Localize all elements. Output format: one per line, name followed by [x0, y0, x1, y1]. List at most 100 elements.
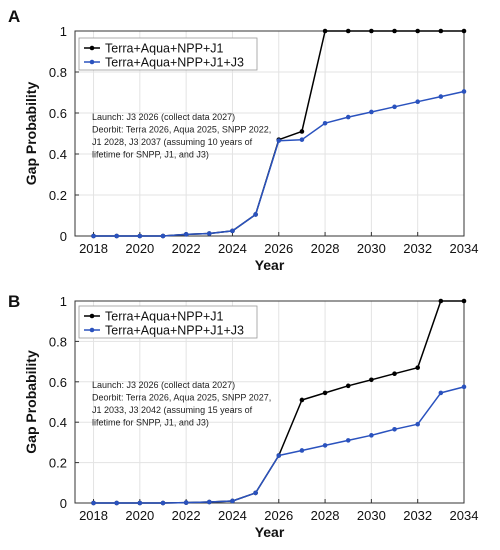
x-tick-label: 2026	[264, 241, 293, 256]
data-point	[322, 443, 328, 448]
data-point	[322, 390, 328, 396]
x-tick-label: 2028	[311, 508, 340, 523]
data-point	[322, 120, 328, 126]
x-tick-label: 2034	[450, 241, 479, 256]
data-point	[299, 397, 305, 403]
data-point	[369, 28, 374, 34]
y-tick-label: 0.8	[49, 65, 67, 80]
data-point	[369, 433, 374, 438]
series-2	[91, 384, 467, 506]
legend-entry: Terra+Aqua+NPP+J1	[105, 310, 224, 324]
annotation-line: J1 2028, J3 2037 (assuming 10 years of	[92, 137, 253, 147]
data-point	[345, 28, 351, 34]
data-point	[114, 233, 119, 239]
legend-marker	[89, 313, 95, 319]
y-tick-label: 0.2	[49, 188, 67, 203]
data-point	[137, 500, 143, 506]
data-point	[345, 438, 351, 443]
legend-box	[78, 305, 258, 339]
data-point	[392, 28, 397, 34]
x-tick-label: 2018	[79, 508, 108, 523]
data-point	[392, 426, 397, 432]
data-point	[230, 498, 235, 504]
chart-panel-a: A 2018 2020 2022 2024 2026 2028 2030 2032 2034 0 0.…	[8, 7, 478, 273]
x-tick-label: 2030	[357, 508, 386, 523]
x-tick-label: 2024	[218, 241, 247, 256]
y-tick-label: 0.6	[49, 375, 67, 390]
legend-marker	[89, 45, 95, 51]
panel-label: A	[8, 7, 20, 26]
data-point	[91, 233, 96, 239]
data-point	[392, 104, 397, 110]
data-point	[438, 298, 444, 304]
data-point	[253, 212, 258, 217]
data-point	[369, 377, 374, 383]
y-tick-label: 0	[60, 229, 67, 244]
data-point	[438, 390, 444, 396]
axes-frame	[74, 300, 465, 504]
series-2	[91, 89, 467, 239]
annotation-line: lifetime for SNPP, J1, and J3)	[92, 150, 209, 160]
y-axis-label: Gap Probability	[23, 350, 39, 454]
data-point	[461, 89, 467, 94]
annotation-line: Deorbit: Terra 2026, Aqua 2025, SNPP 202…	[92, 393, 271, 403]
y-axis-label: Gap Probability	[23, 82, 39, 186]
y-tick-label: 1	[60, 24, 67, 39]
y-tick-label: 0.8	[49, 334, 67, 349]
x-axis-label: Year	[255, 524, 285, 540]
data-point	[276, 138, 282, 143]
legend-entry: Terra+Aqua+NPP+J1+J3	[105, 324, 244, 338]
data-point	[276, 453, 282, 458]
annotation-line: Deorbit: Terra 2026, Aqua 2025, SNPP 202…	[92, 125, 271, 135]
x-tick-label: 2028	[311, 241, 340, 256]
data-point	[137, 233, 143, 239]
data-point	[206, 231, 212, 236]
legend-box	[78, 37, 258, 71]
legend-marker	[89, 59, 95, 65]
x-tick-label: 2018	[79, 241, 108, 256]
data-point	[91, 500, 96, 506]
data-point	[160, 500, 166, 506]
panel-label: B	[8, 292, 20, 311]
y-tick-label: 0.6	[49, 106, 67, 121]
x-tick-label: 2026	[264, 508, 293, 523]
y-tick-label: 0	[60, 496, 67, 511]
legend-marker	[89, 327, 95, 333]
data-point	[160, 233, 166, 239]
data-point	[253, 490, 258, 496]
data-point	[415, 421, 420, 427]
data-point	[438, 94, 444, 99]
data-point	[206, 499, 212, 505]
annotation-line: J1 2033, J3 2042 (assuming 15 years of	[92, 405, 253, 415]
data-point	[461, 384, 467, 390]
x-tick-label: 2020	[125, 508, 154, 523]
x-tick-label: 2034	[450, 508, 479, 523]
y-tick-label: 0.4	[49, 415, 67, 430]
data-point	[345, 383, 351, 389]
data-point	[345, 114, 351, 120]
x-tick-label: 2022	[172, 241, 201, 256]
data-point	[369, 109, 374, 115]
data-point	[299, 137, 305, 142]
data-point	[461, 28, 467, 34]
y-tick-label: 0.4	[49, 147, 67, 162]
data-point	[183, 500, 189, 505]
x-tick-label: 2030	[357, 241, 386, 256]
x-tick-label: 2032	[403, 241, 432, 256]
data-point	[415, 99, 420, 105]
chart-panel-b: B 2018 2020 2022 2024 2026 2028 2030 2032 2034 0 0.…	[8, 292, 478, 540]
data-point	[114, 500, 119, 506]
data-point	[299, 129, 305, 134]
data-point	[322, 28, 328, 34]
axes-frame	[74, 30, 465, 237]
legend-entry: Terra+Aqua+NPP+J1+J3	[105, 56, 244, 70]
x-tick-label: 2032	[403, 508, 432, 523]
data-point	[415, 28, 420, 34]
data-point	[415, 365, 420, 370]
data-point	[299, 448, 305, 453]
x-tick-label: 2024	[218, 508, 247, 523]
data-point	[230, 228, 235, 234]
data-point	[183, 232, 189, 237]
